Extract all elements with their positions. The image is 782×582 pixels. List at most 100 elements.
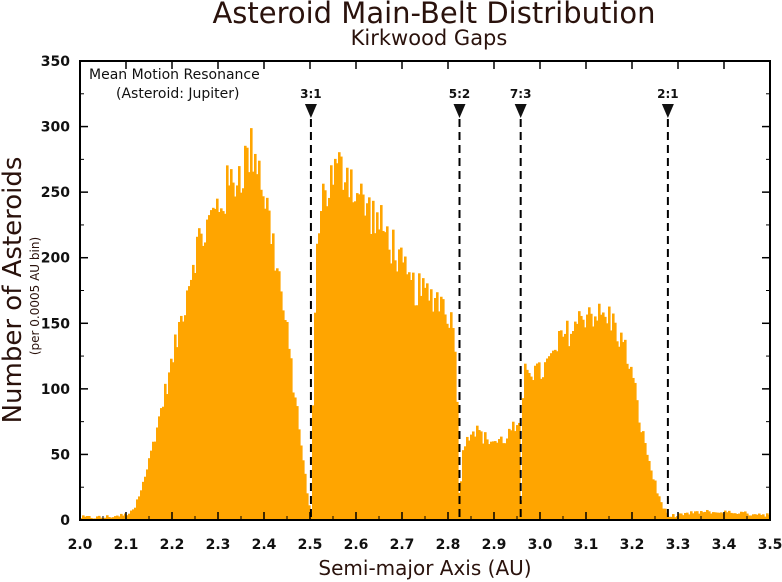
histogram-bar — [100, 517, 103, 520]
histogram-bar — [502, 443, 505, 520]
histogram-bar — [720, 512, 723, 520]
histogram-bar — [358, 194, 361, 521]
histogram-bar — [700, 510, 703, 520]
histogram-bar — [500, 436, 503, 520]
histogram-bar — [460, 481, 463, 520]
histogram-bar — [160, 408, 163, 520]
histogram-bar — [396, 271, 399, 520]
histogram-bar — [218, 212, 221, 520]
histogram-bar — [380, 205, 383, 520]
histogram-bar — [554, 349, 557, 520]
histogram-bar — [312, 405, 315, 520]
histogram-bar — [680, 513, 683, 520]
histogram-bar — [766, 513, 769, 520]
histogram-bar — [326, 206, 329, 520]
histogram-bar — [414, 305, 417, 520]
histogram-bar — [560, 330, 563, 520]
histogram-bar — [142, 481, 145, 520]
histogram-bar — [638, 422, 641, 520]
histogram-bar — [262, 196, 265, 520]
x-tick-label: 2.8 — [436, 537, 461, 553]
y-axis: 0 50 100 150 200 250 300 350 — [41, 54, 770, 529]
histogram-bar — [750, 515, 753, 520]
x-tick-label: 2.9 — [482, 537, 507, 553]
histogram-bar — [702, 512, 705, 520]
histogram-bar — [440, 296, 443, 520]
histogram-bar — [382, 230, 385, 520]
histogram-bar — [126, 515, 129, 520]
histogram-bar — [386, 226, 389, 520]
histogram-bar — [744, 511, 747, 520]
histogram-bar — [274, 270, 277, 520]
resonance-label: 7:3 — [510, 87, 532, 101]
histogram-bar — [360, 183, 363, 520]
histogram-bar — [370, 233, 373, 520]
histogram-bar — [170, 358, 173, 520]
bars-layer — [80, 128, 771, 521]
histogram-bar — [86, 516, 89, 520]
histogram-bar — [232, 182, 235, 520]
histogram-bar — [292, 392, 295, 520]
histogram-bar — [506, 438, 509, 520]
histogram-bar — [544, 362, 547, 520]
histogram-bar — [298, 429, 301, 520]
x-tick-label: 2.2 — [160, 537, 185, 553]
histogram-bar — [416, 305, 419, 520]
histogram-bar — [628, 368, 631, 520]
histogram-bar — [354, 201, 357, 521]
x-tick-label: 3.1 — [574, 537, 599, 553]
histogram-bar — [482, 443, 485, 520]
histogram-bar — [246, 147, 249, 520]
histogram-bar — [276, 268, 279, 520]
annotation-line-2: (Asteroid: Jupiter) — [116, 86, 240, 102]
x-tick-label: 2.1 — [114, 537, 139, 553]
histogram-bar — [300, 445, 303, 520]
histogram-bar — [594, 316, 597, 520]
histogram-bar — [742, 512, 745, 520]
histogram-bar — [334, 158, 337, 520]
histogram-bar — [328, 197, 331, 520]
histogram-bar — [348, 197, 351, 520]
histogram-bar — [464, 446, 467, 520]
histogram-bar — [526, 369, 529, 520]
histogram-bar — [758, 513, 761, 520]
histogram-bar — [256, 174, 259, 520]
histogram-bar — [104, 517, 107, 520]
histogram-bar — [296, 406, 299, 520]
x-axis: 2.0 2.1 2.2 2.3 2.4 2.5 2.6 2.7 2.8 2.9 3.0 3.1 3.2 3… — [68, 61, 782, 553]
histogram-bar — [548, 356, 551, 520]
histogram-bar — [186, 290, 189, 520]
histogram-bar — [344, 182, 347, 521]
y-tick-label: 250 — [41, 185, 70, 201]
histogram-bar — [530, 376, 533, 520]
x-tick-label: 2.0 — [68, 537, 93, 553]
x-tick-label: 3.2 — [620, 537, 645, 553]
histogram-bar — [450, 312, 453, 520]
histogram-bar — [332, 184, 335, 520]
histogram-bar — [384, 232, 387, 520]
histogram-bar — [480, 431, 483, 520]
histogram-bar — [478, 430, 481, 520]
histogram-bar — [118, 516, 121, 520]
histogram-bar — [476, 425, 479, 520]
chart-title: Asteroid Main-Belt Distribution — [212, 0, 655, 30]
histogram-bar — [610, 330, 613, 520]
histogram-bar — [286, 321, 289, 520]
histogram-bar — [180, 315, 183, 520]
histogram-bar — [158, 416, 161, 520]
histogram-bar — [634, 382, 637, 520]
histogram-bar — [488, 444, 491, 520]
histogram-bar — [442, 299, 445, 520]
histogram-bar — [150, 450, 153, 520]
histogram-bar — [622, 342, 625, 520]
histogram-bar — [570, 333, 573, 520]
histogram-bar — [518, 422, 521, 520]
y-axis-sublabel: (per 0.0005 AU bin) — [28, 237, 42, 355]
histogram-bar — [636, 400, 639, 520]
histogram-bar — [740, 511, 743, 520]
histogram-bar — [400, 247, 403, 520]
histogram-bar — [704, 511, 707, 520]
histogram-bar — [390, 263, 393, 520]
histogram-bar — [600, 314, 603, 520]
resonance-label: 5:2 — [449, 87, 471, 101]
